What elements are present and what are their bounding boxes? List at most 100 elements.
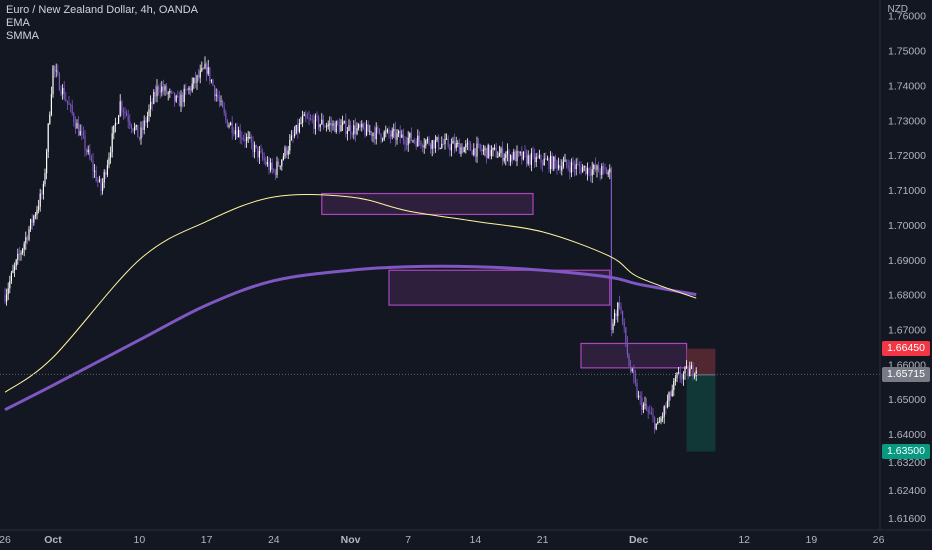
price-scale-ticks: 1.76000 1.75000 1.74000 1.73000 1.72000 1.710… xyxy=(888,11,926,525)
candle-body xyxy=(622,310,624,322)
candle-body xyxy=(41,193,43,195)
candle-body xyxy=(84,135,86,150)
candle-body xyxy=(585,165,587,175)
candle-body xyxy=(218,98,220,102)
candle-body xyxy=(636,382,638,397)
price-tick-label: 1.74000 xyxy=(888,80,926,92)
candle-body xyxy=(60,90,62,95)
candle-body xyxy=(186,89,188,91)
candle-body xyxy=(228,125,230,128)
candle-body xyxy=(502,148,504,161)
candle-body xyxy=(644,404,646,406)
candle-body xyxy=(110,152,112,158)
candle-body xyxy=(103,171,105,183)
candle-body xyxy=(162,86,164,91)
candle-body xyxy=(327,124,329,127)
candle-body xyxy=(222,100,224,108)
candle-body xyxy=(338,123,340,132)
candle-body xyxy=(652,414,654,418)
candle-body xyxy=(94,170,96,172)
time-scale-background[interactable] xyxy=(0,530,932,550)
candle-body xyxy=(239,129,241,138)
candle-body xyxy=(201,68,203,71)
candle-body xyxy=(430,144,432,149)
candle-body xyxy=(276,161,278,176)
candle-body xyxy=(631,369,633,372)
candle-body xyxy=(140,127,142,139)
candle-body xyxy=(620,306,622,311)
candle-body xyxy=(351,133,353,135)
candle-body xyxy=(36,209,38,215)
candle-body xyxy=(290,135,292,140)
indicator-smma-label[interactable]: SMMA xyxy=(6,30,39,42)
candle-body xyxy=(348,125,350,132)
candle-body xyxy=(231,122,233,134)
candle-body xyxy=(132,128,134,131)
candle-body xyxy=(369,131,371,133)
price-scale-background[interactable] xyxy=(880,0,932,530)
candle-body xyxy=(273,169,275,172)
zone-box xyxy=(388,269,611,306)
candle-body xyxy=(479,144,481,149)
candle-body xyxy=(89,149,91,158)
candle-body xyxy=(551,155,553,170)
candle-body xyxy=(68,103,70,105)
candle-body xyxy=(274,171,276,176)
candle-body xyxy=(505,154,507,159)
candle-body xyxy=(121,101,123,111)
candle-body xyxy=(535,156,537,163)
candle-body xyxy=(449,146,451,151)
candle-body xyxy=(278,161,280,167)
candle-body xyxy=(558,165,560,169)
candle-body xyxy=(118,115,120,124)
candle-body xyxy=(458,142,460,154)
candle-body xyxy=(602,166,604,168)
time-tick-label: 17 xyxy=(201,534,213,546)
candle-body xyxy=(564,159,566,162)
candle-body xyxy=(266,162,268,165)
candle-body xyxy=(594,164,596,170)
candle-body xyxy=(674,378,676,381)
candle-body xyxy=(604,167,606,170)
candle-body xyxy=(487,145,489,159)
candle-body xyxy=(236,130,238,138)
candle-body xyxy=(282,156,284,160)
candle-body xyxy=(410,132,412,141)
price-tick-label: 1.76000 xyxy=(888,11,926,23)
candle-body xyxy=(302,115,304,123)
candle-body xyxy=(586,167,588,175)
candle-body xyxy=(198,75,200,78)
candle-body xyxy=(111,133,113,153)
candle-body xyxy=(553,156,555,170)
candle-body xyxy=(298,122,300,132)
candle-body xyxy=(463,147,465,153)
candle-body xyxy=(617,302,619,317)
candle-body xyxy=(287,150,289,155)
price-tick-label: 1.73000 xyxy=(888,115,926,127)
candle-body xyxy=(252,142,254,153)
candle-body xyxy=(44,173,46,184)
candle-body xyxy=(518,150,520,153)
candle-body xyxy=(270,162,272,171)
candle-body xyxy=(353,125,355,135)
symbol-title[interactable]: Euro / New Zealand Dollar, 4h, OANDA xyxy=(6,4,198,16)
stop-zone xyxy=(686,348,716,375)
indicator-ema-label[interactable]: EMA xyxy=(6,17,30,29)
candle-body xyxy=(202,68,204,70)
candle-body xyxy=(482,149,484,152)
candle-body xyxy=(377,127,379,129)
candle-body xyxy=(641,397,643,410)
candle-body xyxy=(529,155,531,165)
candle-body xyxy=(618,302,620,307)
candle-body xyxy=(386,129,388,132)
candle-body xyxy=(46,151,48,174)
candle-body xyxy=(497,156,499,158)
candle-body xyxy=(575,163,577,170)
candle-body xyxy=(658,421,660,423)
ema-line xyxy=(4,194,697,393)
candle-body xyxy=(442,143,444,145)
candle-body xyxy=(39,193,41,207)
candle-body xyxy=(215,94,217,97)
candle-body xyxy=(250,136,252,143)
